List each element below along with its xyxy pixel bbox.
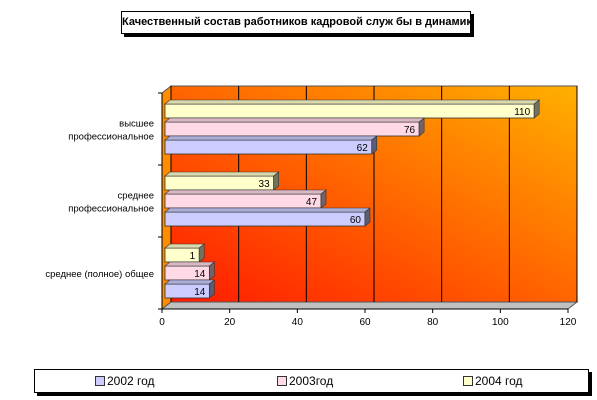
legend-item-2002: 2002 год [95,370,155,392]
data-label: 62 [357,143,369,154]
bar-end [198,243,205,263]
bar-top [164,279,216,285]
x-tick-label: 40 [292,317,304,328]
bar-end [209,261,215,281]
legend-swatch [463,375,473,386]
bar-top [164,261,216,267]
legend-swatch [277,375,287,386]
bar-end [273,171,279,191]
legend-swatch [95,375,105,386]
bar-end [364,207,371,227]
bar [164,121,420,137]
plot-floor [160,301,579,310]
data-label: 33 [259,179,271,190]
category-label: среднее (полное) общее [45,269,154,280]
x-tick-label: 80 [427,317,439,328]
legend-item-2003: 2003год [277,370,333,392]
x-tick-label: 60 [359,317,371,328]
data-label: 14 [194,269,206,280]
category-label: среднее [118,191,154,202]
bar [164,175,275,191]
x-tick-label: 120 [560,317,577,328]
bar-top [164,189,327,195]
x-tick-label: 100 [492,317,509,328]
bar-end [371,135,378,155]
legend-label: 2003год [289,374,334,388]
data-label: 110 [514,107,530,118]
data-label: 1 [190,251,196,262]
x-tick-label: 0 [159,317,165,328]
bar-end [320,189,327,209]
bar-top [164,243,206,249]
bar-end [418,117,425,137]
x-tick-label: 20 [224,317,236,328]
bar-top [164,99,541,105]
legend-label: 2004 год [475,374,523,388]
category-label: высшее [119,119,154,130]
legend-label: 2002 год [107,374,155,388]
bar [164,193,322,209]
chart-title: Качественный состав работников кадровой … [121,11,471,34]
category-label: профессиональное [68,204,154,215]
data-label: 76 [404,125,416,136]
bar [164,211,366,227]
data-label: 47 [306,197,318,208]
bar [164,103,535,119]
legend-item-2004: 2004 год [463,370,523,392]
bar-top [164,207,371,213]
data-label: 14 [194,287,206,298]
bar-top [164,117,425,123]
legend: 2002 год 2003год 2004 год [34,369,589,393]
bar-top [164,135,378,141]
bar-top [164,171,280,177]
category-label: профессиональное [68,132,154,143]
bar [164,139,373,155]
data-label: 60 [350,215,362,226]
bar-end [533,99,540,119]
bar-end [209,279,215,299]
